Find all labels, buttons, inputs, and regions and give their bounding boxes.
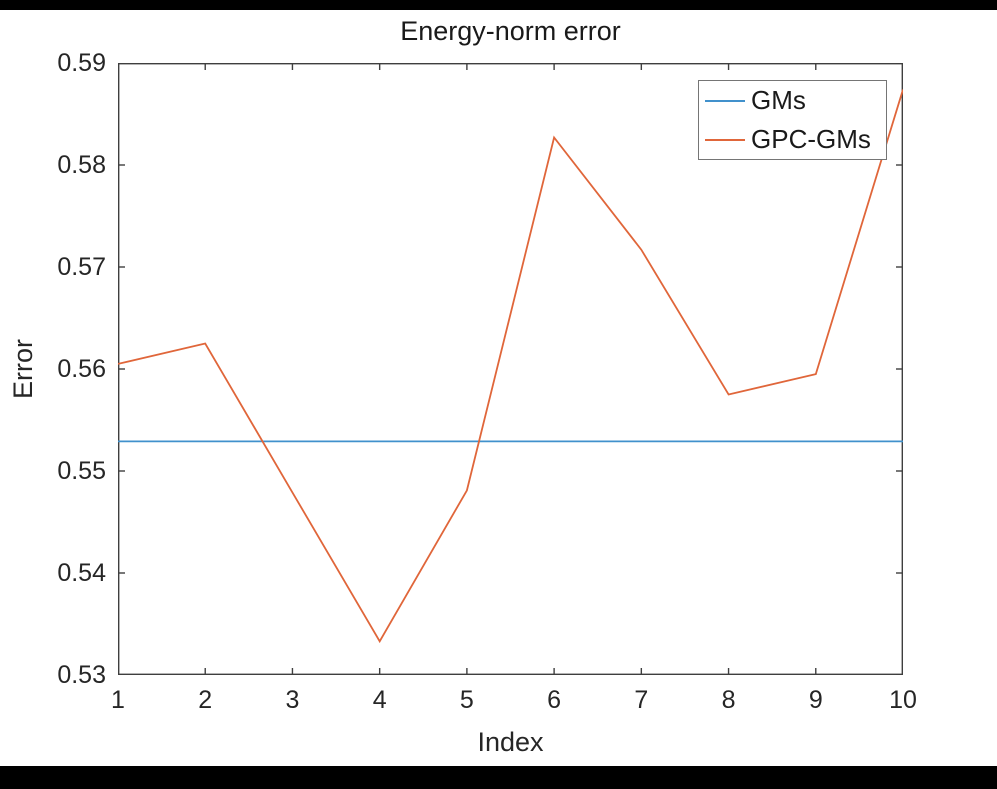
series-line-gpc-gms [118, 89, 903, 644]
y-tick-label: 0.54 [57, 559, 106, 587]
y-tick-label: 0.55 [57, 457, 106, 485]
gms-line-sample [705, 99, 745, 102]
x-tick-label: 4 [372, 686, 387, 714]
x-tick-label: 7 [634, 686, 649, 714]
legend-entry-gms: GMs [699, 81, 886, 120]
y-tick-label: 0.56 [57, 355, 106, 383]
y-tick-label: 0.59 [57, 49, 106, 77]
legend-label-gms: GMs [751, 85, 806, 115]
x-axis-label: Index [477, 727, 544, 757]
x-tick-label: 1 [111, 686, 125, 714]
x-tick-label: 10 [889, 686, 917, 714]
gpc-gms-line-sample [705, 138, 745, 141]
plot-area [118, 63, 903, 675]
y-axis-label: Error [8, 339, 38, 399]
x-tick-label: 8 [721, 686, 736, 714]
y-tick-label: 0.58 [57, 151, 106, 179]
legend-label-gpc-gms: GPC-GMs [751, 124, 871, 154]
x-tick-label: 5 [459, 686, 474, 714]
x-tick-label: 9 [808, 686, 823, 714]
x-tick-label: 3 [285, 686, 300, 714]
chart-title: Energy-norm error [400, 16, 621, 46]
x-tick-label: 6 [547, 686, 562, 714]
y-tick-label: 0.57 [57, 253, 106, 281]
legend: GMs GPC-GMs [698, 80, 887, 160]
x-tick-label: 2 [198, 686, 213, 714]
plot-svg [118, 63, 903, 675]
legend-entry-gpc-gms: GPC-GMs [699, 120, 886, 159]
y-tick-label: 0.53 [57, 661, 106, 689]
